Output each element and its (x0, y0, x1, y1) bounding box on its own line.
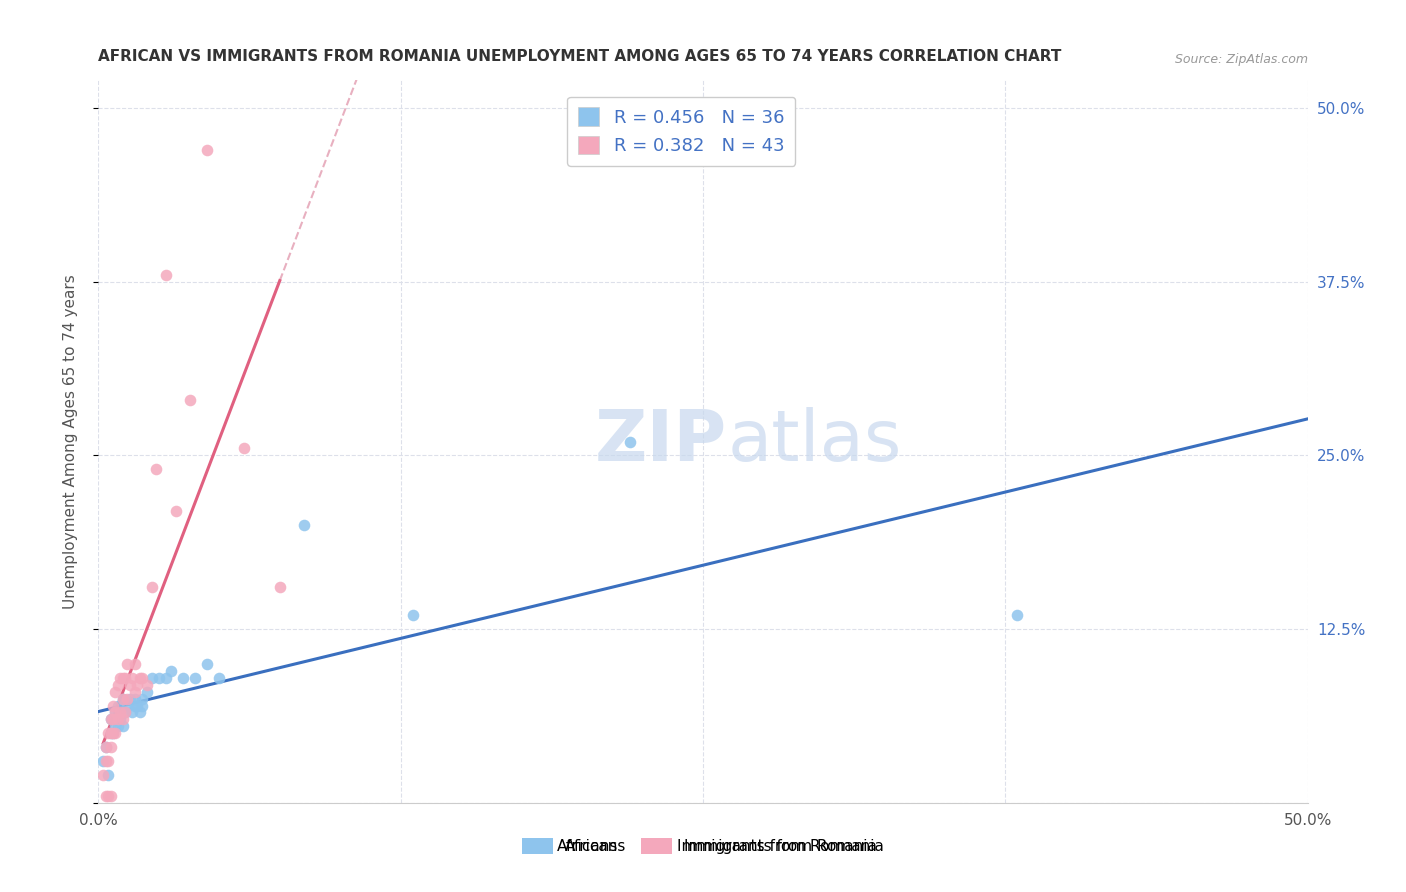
Point (135, 684, 157, 698)
Point (97, 789, 120, 803)
Point (292, 517, 315, 532)
Point (91, 768, 114, 782)
Point (100, 726, 122, 740)
Point (94, 754, 117, 768)
Point (160, 664, 183, 678)
Point (402, 608, 425, 623)
Point (269, 581, 291, 595)
Text: ZIP: ZIP (595, 407, 727, 476)
Point (148, 671, 170, 685)
Point (141, 671, 163, 685)
Point (104, 684, 127, 698)
Point (91, 754, 114, 768)
Point (195, 657, 218, 671)
Point (128, 671, 150, 685)
Point (117, 698, 139, 713)
Point (208, 671, 231, 685)
Point (155, 671, 177, 685)
Text: Source: ZipAtlas.com: Source: ZipAtlas.com (1174, 53, 1308, 66)
Point (195, 143, 218, 157)
Point (232, 442, 254, 456)
Point (1007, 608, 1029, 623)
Point (107, 698, 129, 713)
Point (165, 504, 187, 518)
Point (101, 698, 124, 713)
Point (104, 719, 127, 733)
Point (117, 691, 139, 706)
Point (100, 789, 122, 803)
Point (104, 726, 127, 740)
Point (127, 678, 149, 692)
Point (124, 698, 146, 713)
Point (108, 706, 131, 720)
Point (127, 698, 149, 713)
Point (114, 706, 136, 720)
Y-axis label: Unemployment Among Ages 65 to 74 years: Unemployment Among Ages 65 to 74 years (63, 274, 77, 609)
Text: AFRICAN VS IMMIGRANTS FROM ROMANIA UNEMPLOYMENT AMONG AGES 65 TO 74 YEARS CORREL: AFRICAN VS IMMIGRANTS FROM ROMANIA UNEMP… (98, 49, 1062, 64)
Text: atlas: atlas (727, 407, 901, 476)
Point (100, 726, 122, 740)
Point (101, 726, 124, 740)
Point (118, 678, 141, 692)
Point (135, 678, 157, 692)
Point (100, 713, 122, 727)
Point (121, 671, 143, 685)
Legend: Africans, Immigrants from Romania: Africans, Immigrants from Romania (516, 832, 890, 860)
Point (117, 657, 139, 671)
Point (124, 657, 146, 671)
Point (145, 462, 167, 476)
Point (108, 671, 131, 685)
Point (100, 740, 122, 755)
Point (619, 434, 641, 449)
Point (128, 706, 150, 720)
Point (118, 691, 141, 706)
Point (100, 713, 122, 727)
Point (94, 740, 117, 755)
Point (111, 713, 134, 727)
Point (101, 713, 124, 727)
Point (94, 789, 117, 803)
Point (101, 726, 124, 740)
Point (104, 706, 127, 720)
Point (131, 698, 153, 713)
Point (184, 671, 207, 685)
Point (114, 671, 136, 685)
Point (107, 713, 129, 727)
Point (108, 713, 131, 727)
Point (107, 678, 129, 692)
Point (111, 691, 134, 706)
Point (141, 581, 163, 595)
Point (97, 768, 120, 782)
Point (131, 671, 153, 685)
Point (121, 706, 143, 720)
Point (94, 740, 117, 755)
Point (172, 671, 194, 685)
Point (111, 671, 134, 685)
Point (111, 691, 134, 706)
Point (179, 392, 201, 407)
Point (155, 268, 177, 282)
Point (114, 706, 136, 720)
Point (124, 684, 146, 698)
Point (111, 719, 134, 733)
Point (107, 719, 129, 733)
Point (97, 726, 120, 740)
Point (97, 754, 120, 768)
Point (104, 706, 127, 720)
Point (131, 691, 153, 706)
Point (124, 691, 146, 706)
